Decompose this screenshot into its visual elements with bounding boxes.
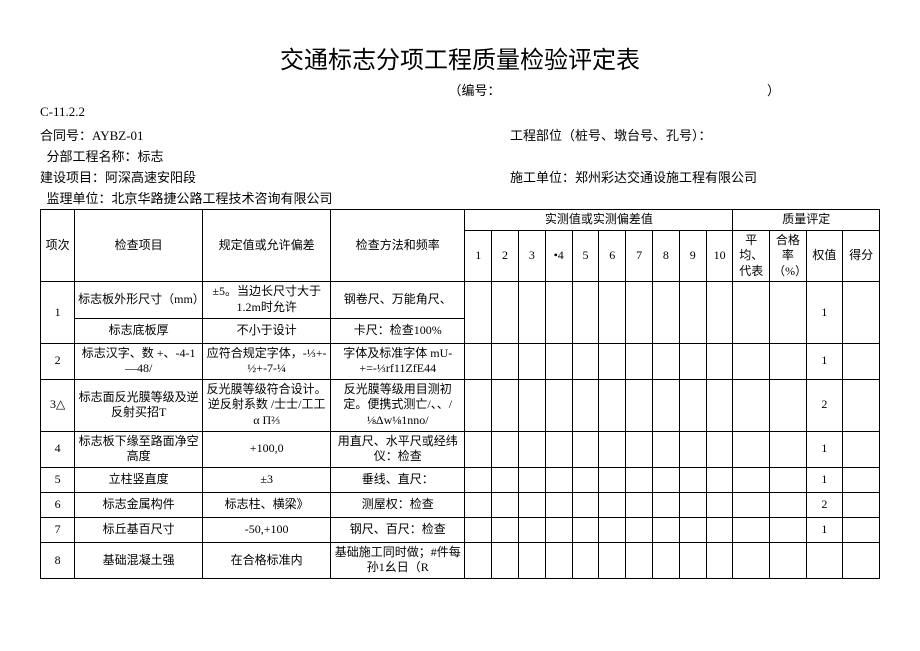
cell-item: 标志金属构件 <box>75 492 203 517</box>
hdr-n7: 7 <box>626 230 653 282</box>
hdr-spec: 规定值或允许偏差 <box>203 210 331 282</box>
hdr-score: 得分 <box>843 230 880 282</box>
hdr-avg: 平均、代表 <box>733 230 770 282</box>
sub-field: 分部工程名称：标志 <box>40 146 410 165</box>
cell-item: 标志面反光膜等级及逆反射买招T <box>75 379 203 431</box>
table-row: 5 立柱竖直度 ±3 垂线、直尺： 1 <box>41 467 880 492</box>
hdr-method: 检查方法和频率 <box>331 210 465 282</box>
sub-value: 标志 <box>138 149 164 164</box>
table-row: 3△ 标志面反光膜等级及逆反射买招T 反光膜等级符合设计。逆反射系数 /士士/工… <box>41 379 880 431</box>
hdr-n3: 3 <box>518 230 545 282</box>
hdr-pass: 合格率（%） <box>770 230 807 282</box>
cell-spec: 应符合规定字体，-⅓+-½+-7-¼ <box>203 343 331 379</box>
cell-method: 钢卷尺、万能角尺、 <box>331 282 465 318</box>
hdr-measure: 实测值或实测偏差值 <box>465 210 733 231</box>
hdr-n4: •4 <box>545 230 572 282</box>
hdr-n1: 1 <box>465 230 492 282</box>
contract-label: 合同号： <box>40 128 92 143</box>
hdr-n9: 9 <box>679 230 706 282</box>
cell-method: 测屋权：检查 <box>331 492 465 517</box>
cell-method: 字体及标准字体 mU- +=-⅓rf11ZfE44 <box>331 343 465 379</box>
supervise-label: 监理单位： <box>47 191 112 206</box>
cell-spec: 反光膜等级符合设计。逆反射系数 /士士/工工α Π⅔ <box>203 379 331 431</box>
cell-method: 钢尺、百尺：检查 <box>331 517 465 542</box>
part-field: 工程部位（桩号、墩台号、孔号）： <box>410 125 880 144</box>
table-row: 4 标志板下缘至路面净空高度 +100,0 用直尺、水平尺或经纬仪：检查 1 <box>41 431 880 467</box>
cell-weight: 1 <box>806 517 843 542</box>
cell-item: 立柱竖直度 <box>75 467 203 492</box>
inspection-table: 项次 检查项目 规定值或允许偏差 检查方法和频率 实测值或实测偏差值 质量评定 … <box>40 209 880 579</box>
construct-value: 郑州彩达交通设施工程有限公司 <box>575 170 757 185</box>
form-code: C-11.2.2 <box>40 104 880 120</box>
cell-weight: 1 <box>806 467 843 492</box>
contract-field: 合同号：AYBZ-01 <box>40 125 410 144</box>
build-label: 建设项目： <box>40 170 105 185</box>
cell-spec: ±5。当边长尺寸大于1.2m时允许 <box>203 282 331 318</box>
page-title: 交通标志分项工程质量检验评定表 <box>40 40 880 75</box>
cell-seq: 1 <box>41 282 75 343</box>
part-label: 工程部位（桩号、墩台号、孔号）： <box>510 128 712 143</box>
cell-seq: 4 <box>41 431 75 467</box>
cell-item: 标志汉字、数 +、-4-1—48/ <box>75 343 203 379</box>
cell-seq: 7 <box>41 517 75 542</box>
cell-weight: 2 <box>806 492 843 517</box>
cell-seq: 8 <box>41 542 75 578</box>
cell-item: 标志板外形尺寸（mm） <box>75 282 203 318</box>
cell-spec: ±3 <box>203 467 331 492</box>
cell-seq: 5 <box>41 467 75 492</box>
table-row: 1 标志板外形尺寸（mm） ±5。当边长尺寸大于1.2m时允许 钢卷尺、万能角尺… <box>41 282 880 318</box>
contract-value: AYBZ-01 <box>92 128 144 143</box>
table-row: 2 标志汉字、数 +、-4-1—48/ 应符合规定字体，-⅓+-½+-7-¼ 字… <box>41 343 880 379</box>
cell-seq: 3△ <box>41 379 75 431</box>
cell-item: 标志底板厚 <box>75 318 203 343</box>
hdr-n6: 6 <box>599 230 626 282</box>
cell-method: 卡尺：检查100% <box>331 318 465 343</box>
hdr-n5: 5 <box>572 230 599 282</box>
cell-weight: 1 <box>806 343 843 379</box>
cell-spec: 在合格标准内 <box>203 542 331 578</box>
build-field: 建设项目：阿深高速安阳段 <box>40 167 410 186</box>
header-row-1: 项次 检查项目 规定值或允许偏差 检查方法和频率 实测值或实测偏差值 质量评定 <box>41 210 880 231</box>
supervise-field: 监理单位：北京华路捷公路工程技术咨询有限公司 <box>40 188 410 207</box>
cell-spec: 不小于设计 <box>203 318 331 343</box>
cell-item: 标志板下缘至路面净空高度 <box>75 431 203 467</box>
hdr-item: 检查项目 <box>75 210 203 282</box>
hdr-n8: 8 <box>653 230 680 282</box>
cell-spec: -50,+100 <box>203 517 331 542</box>
table-row: 7 标丘基百尺寸 -50,+100 钢尺、百尺：检查 1 <box>41 517 880 542</box>
cell-item: 标丘基百尺寸 <box>75 517 203 542</box>
hdr-n2: 2 <box>492 230 519 282</box>
cell-weight: 2 <box>806 379 843 431</box>
doc-number: （编号： ） <box>40 80 880 99</box>
cell-method: 用直尺、水平尺或经纬仪：检查 <box>331 431 465 467</box>
construct-label: 施工单位： <box>510 170 575 185</box>
cell-method: 垂线、直尺： <box>331 467 465 492</box>
cell-method: 基础施工同时做；#件每孙1幺日（R <box>331 542 465 578</box>
cell-weight: 1 <box>806 431 843 467</box>
cell-spec: +100,0 <box>203 431 331 467</box>
cell-weight <box>806 542 843 578</box>
hdr-seq: 项次 <box>41 210 75 282</box>
cell-seq: 2 <box>41 343 75 379</box>
number-label: （编号： <box>448 83 500 98</box>
hdr-n10: 10 <box>706 230 733 282</box>
supervise-value: 北京华路捷公路工程技术咨询有限公司 <box>112 191 333 206</box>
number-paren: ） <box>767 83 780 98</box>
hdr-quality: 质量评定 <box>733 210 880 231</box>
sub-label: 分部工程名称： <box>47 149 138 164</box>
cell-item: 基础混凝土强 <box>75 542 203 578</box>
build-value: 阿深高速安阳段 <box>105 170 196 185</box>
cell-method: 反光膜等级用目测初定。便携式测亡/、、/⅛Δw⅛1nno/ <box>331 379 465 431</box>
cell-weight: 1 <box>806 282 843 343</box>
cell-seq: 6 <box>41 492 75 517</box>
construct-field: 施工单位：郑州彩达交通设施工程有限公司 <box>410 167 880 186</box>
table-row: 6 标志金属构件 标志柱、横梁》 测屋权：检查 2 <box>41 492 880 517</box>
table-row: 8 基础混凝土强 在合格标准内 基础施工同时做；#件每孙1幺日（R <box>41 542 880 578</box>
cell-spec: 标志柱、横梁》 <box>203 492 331 517</box>
hdr-weight: 权值 <box>806 230 843 282</box>
